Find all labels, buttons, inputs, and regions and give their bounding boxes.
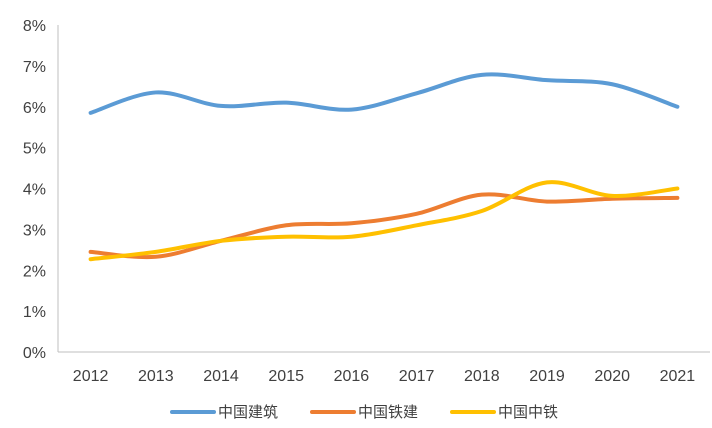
x-tick-label: 2019 [529,368,565,385]
y-tick-labels: 0% 1% 2% 3% 4% 5% 6% 7% 8% [23,18,46,362]
x-tick-label: 2020 [594,368,630,385]
x-tick-label: 2021 [660,368,696,385]
y-tick-label: 6% [23,100,46,117]
x-tick-label: 2012 [73,368,109,385]
series-line-1 [88,72,680,115]
y-tick-label: 8% [23,18,46,35]
x-tick-label: 2015 [268,368,304,385]
y-tick-label: 3% [23,222,46,239]
series-lines [88,72,680,262]
y-tick-label: 2% [23,263,46,280]
legend-label-2: 中国铁建 [358,403,418,421]
x-tick-label: 2014 [203,368,239,385]
x-tick-label: 2016 [334,368,370,385]
x-tick-label: 2018 [464,368,500,385]
y-tick-label: 5% [23,141,46,158]
y-tick-label: 1% [23,304,46,321]
x-tick-labels: 2012 2013 2014 2015 2016 2017 2018 2019 2020 2021 [73,368,695,385]
series-line-3 [88,180,680,262]
y-tick-label: 4% [23,182,46,199]
y-tick-label: 0% [23,345,46,362]
x-tick-label: 2017 [399,368,435,385]
legend-label-3: 中国中铁 [498,403,558,421]
legend-label-1: 中国建筑 [218,403,278,421]
series-line-2 [88,192,680,260]
axes [57,25,710,353]
legend: 中国建筑 中国铁建 中国中铁 [170,403,558,421]
x-tick-label: 2013 [138,368,174,385]
y-tick-label: 7% [23,59,46,76]
